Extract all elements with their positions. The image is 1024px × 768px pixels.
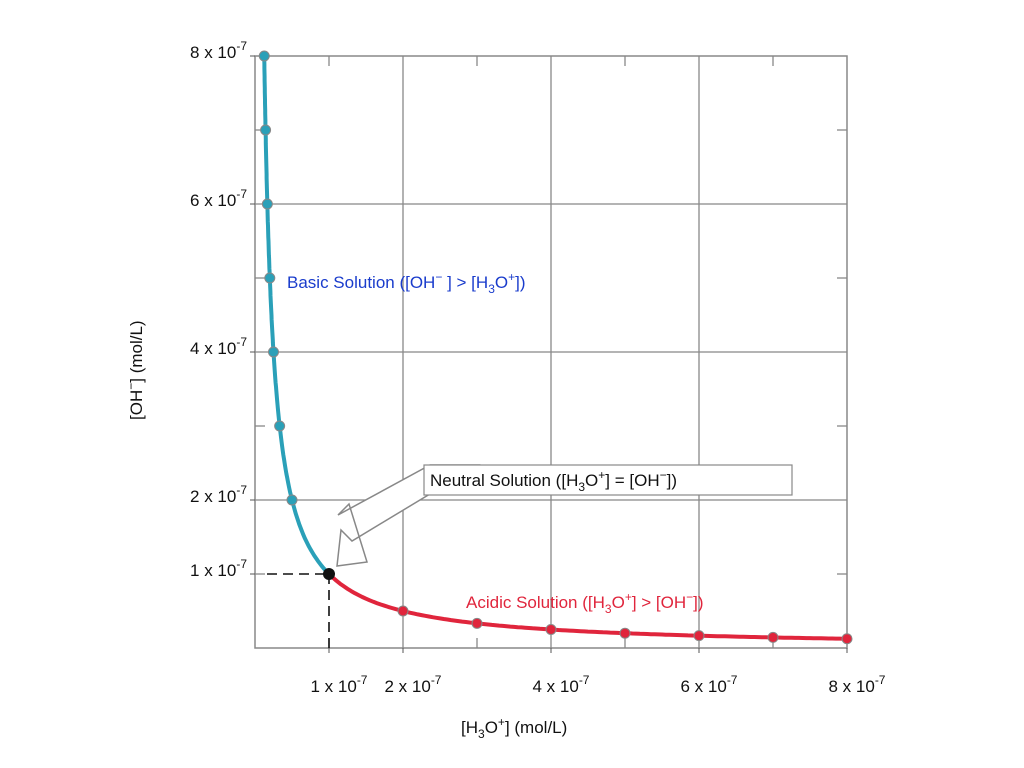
basic-solution-label: Basic Solution ([OH− ] > [H3O+]) xyxy=(287,270,526,296)
x-tick-label: 6 x 10-7 xyxy=(681,673,738,696)
neutral-annotation: Neutral Solution ([H3O+] = [OH−]) xyxy=(336,464,793,567)
y-tick-label: 6 x 10-7 xyxy=(190,187,247,210)
x-tick-label: 1 x 10-7 xyxy=(311,673,368,696)
basic-data-point xyxy=(268,346,279,358)
acidic-series-line xyxy=(327,572,849,641)
acidic-data-point xyxy=(397,605,409,617)
acidic-data-point xyxy=(471,617,483,629)
acidic-data-point xyxy=(693,630,705,642)
acidic-solution-label: Acidic Solution ([H3O+] > [OH−]) xyxy=(466,590,704,616)
neutral-point xyxy=(323,568,335,580)
neutral-label-box xyxy=(423,464,793,496)
y-tick-label: 1 x 10-7 xyxy=(190,557,247,580)
basic-data-point xyxy=(260,124,272,136)
y-tick-label: 8 x 10-7 xyxy=(190,39,247,62)
y-axis-title: [OH−] (mol/L) xyxy=(124,320,146,420)
x-axis-title: [H3O+] (mol/L) xyxy=(461,715,567,741)
x-tick-label: 2 x 10-7 xyxy=(385,673,442,696)
y-tick-label: 2 x 10-7 xyxy=(190,483,247,506)
x-tick-label: 8 x 10-7 xyxy=(829,673,886,696)
basic-series-line xyxy=(262,54,331,576)
acidic-data-point xyxy=(841,633,853,645)
acidic-data-point xyxy=(545,624,557,635)
x-tick-label: 4 x 10-7 xyxy=(533,673,590,696)
axis-ticks: 1 x 10-7 2 x 10-7 4 x 10-7 6 x 10-7 8 x 10-7… xyxy=(190,39,886,696)
basic-data-point xyxy=(274,420,286,432)
series xyxy=(258,50,853,645)
acidic-data-point xyxy=(767,631,779,643)
basic-data-point xyxy=(258,50,270,62)
y-tick-label: 4 x 10-7 xyxy=(190,335,247,358)
basic-data-point xyxy=(264,272,276,284)
acidic-data-point xyxy=(619,627,631,639)
grid xyxy=(255,56,847,648)
basic-data-point xyxy=(261,198,273,210)
basic-data-point xyxy=(286,494,298,506)
neutral-label: Neutral Solution ([H3O+] = [OH−]) xyxy=(430,468,677,494)
neutral-guide-lines xyxy=(267,573,330,650)
